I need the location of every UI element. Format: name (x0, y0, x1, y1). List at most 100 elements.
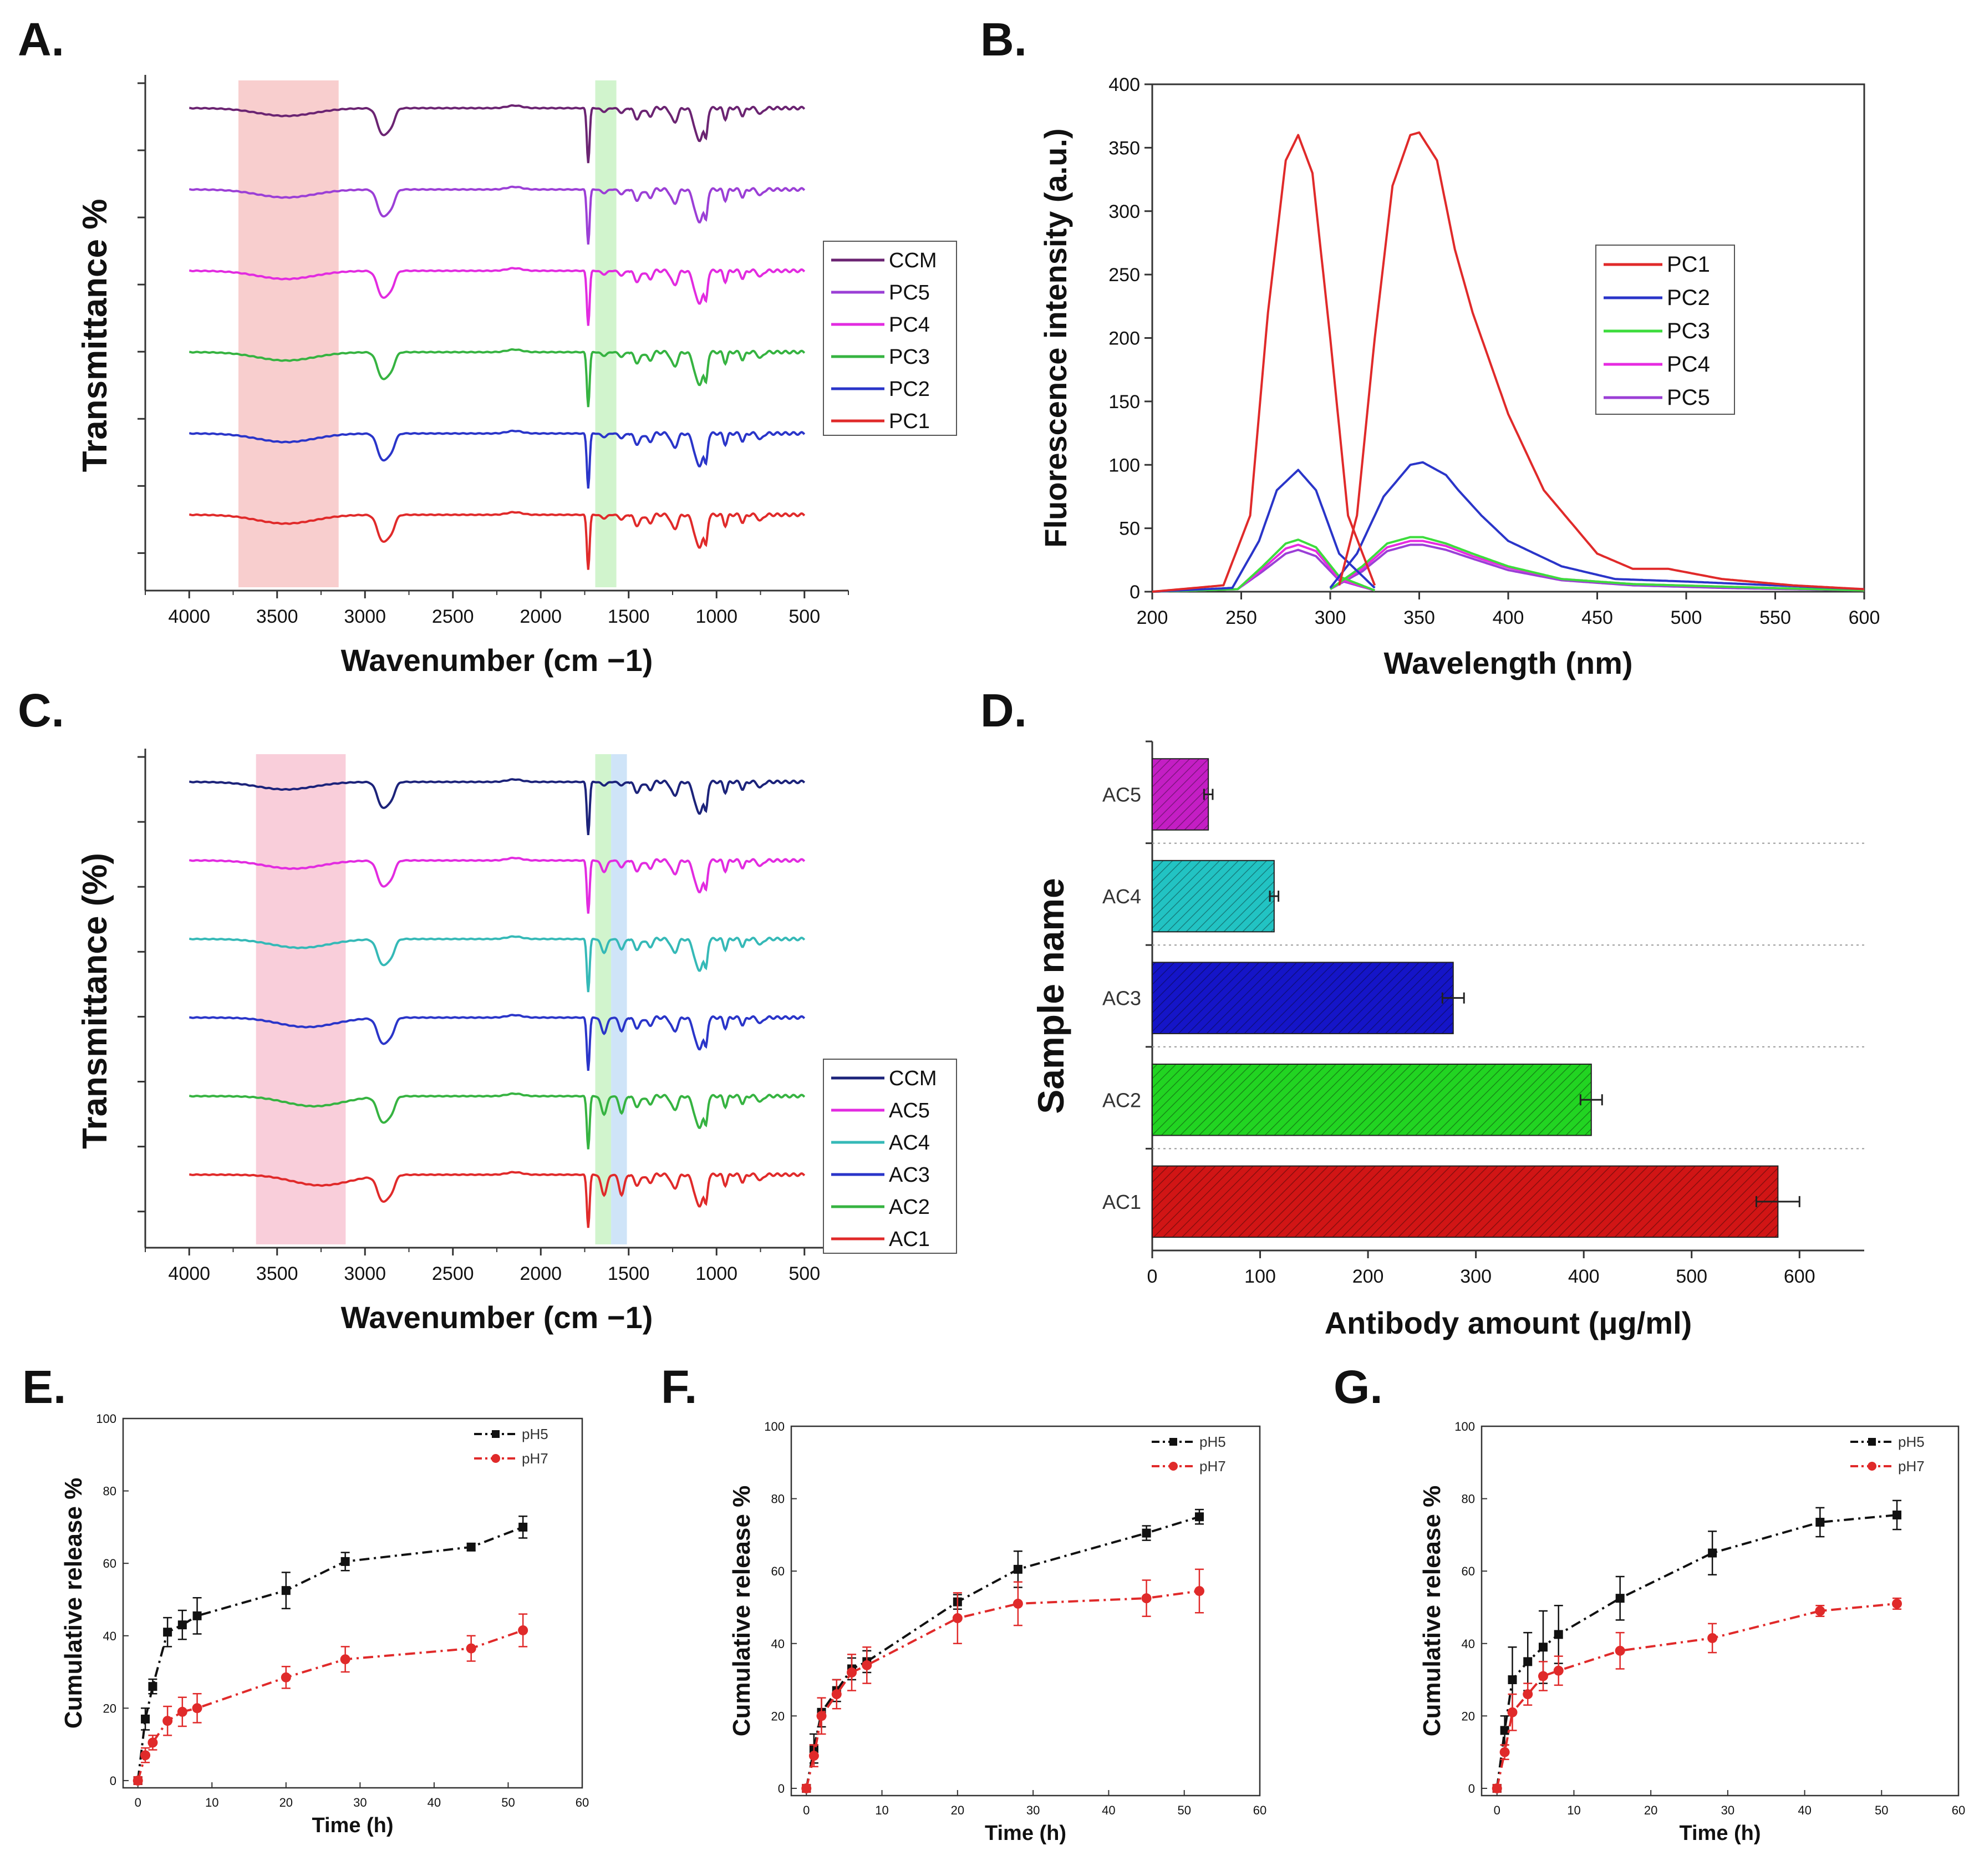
x-tick-label: 10 (1567, 1803, 1580, 1817)
x-axis-title: Time (h) (985, 1822, 1066, 1845)
legend-marker (491, 1454, 500, 1463)
x-tick-label: 0 (803, 1803, 810, 1817)
data-point (518, 1625, 528, 1635)
x-tick-label: 1000 (695, 1263, 737, 1284)
x-tick-label: 2500 (432, 606, 474, 627)
data-point (162, 1716, 173, 1726)
series-line-ac2 (189, 1092, 806, 1150)
x-tick-label: 400 (1493, 607, 1524, 628)
panel-letter: A. (18, 13, 64, 65)
series-line-ph5 (805, 1516, 1200, 1789)
data-point (1194, 1586, 1204, 1597)
panel-letter: G. (1334, 1361, 1383, 1413)
y-tick-label: 20 (103, 1701, 116, 1715)
y-tick-label: 200 (1108, 328, 1140, 349)
series-line-pc1 (189, 511, 806, 570)
y-tick-label: 80 (771, 1492, 785, 1506)
y-tick-label: 100 (1108, 455, 1140, 476)
legend-marker (1169, 1462, 1178, 1471)
panel-letter: E. (22, 1361, 66, 1413)
data-point (1508, 1675, 1517, 1685)
data-point (281, 1586, 291, 1595)
x-tick-label: 1500 (608, 1263, 650, 1284)
x-tick-label: 60 (1253, 1803, 1266, 1817)
data-point (1815, 1606, 1825, 1616)
y-tick-label: 50 (1119, 518, 1140, 540)
antibody-bar-panel: AC5 AC4 AC3 AC2 AC1 0 100 200 300 400 500 600 Antibo… (1030, 740, 1864, 1340)
y-tick-label: 60 (771, 1564, 785, 1578)
series-line-pc2 (189, 429, 806, 489)
y-axis-title: Transmittance (%) (76, 853, 114, 1149)
data-point (177, 1620, 187, 1630)
fluorescence-panel: 200 250 300 350 400 450 500 550 600 0 50 100 150 200 2… (1038, 74, 1880, 680)
series-line-ac5 (189, 856, 806, 914)
x-tick-label: 40 (1798, 1803, 1811, 1817)
y-tick-label: 60 (1462, 1564, 1475, 1578)
y-tick-label: 40 (103, 1629, 116, 1643)
legend-label: PC2 (1667, 286, 1710, 310)
data-point (177, 1706, 187, 1717)
data-point (340, 1654, 350, 1665)
y-axis-title: Cumulative release % (60, 1478, 87, 1728)
bar-ac2 (1152, 1064, 1592, 1136)
legend-label: PC3 (889, 345, 930, 369)
x-axis-title: Wavenumber (cm −1) (341, 643, 653, 678)
ftir-panel-c: 4000 3500 3000 2500 2000 1500 1000 500 CCM AC5 AC4… (76, 749, 957, 1335)
release-panel-f: 0 10 20 30 40 50 60 0 20 40 60 80 100 pH5 pH7 Time (h) C… (728, 1420, 1266, 1845)
data-point (801, 1783, 812, 1793)
legend-label: PC2 (889, 378, 930, 401)
data-point (1553, 1665, 1564, 1676)
x-tick-label: 350 (1403, 607, 1435, 628)
highlight-band (238, 80, 339, 587)
x-axis-title: Time (h) (312, 1814, 393, 1837)
x-tick-label: 100 (1244, 1266, 1276, 1287)
y-tick-label: 40 (1462, 1637, 1475, 1651)
x-tick-label: 60 (1952, 1803, 1965, 1817)
release-panel-e: 0 10 20 30 40 50 60 0 20 40 60 80 100 pH5 pH7 Time (h) C… (60, 1412, 589, 1837)
x-tick-label: 550 (1759, 607, 1791, 628)
category-label: AC5 (1102, 783, 1141, 806)
data-point (1538, 1671, 1548, 1681)
data-point (1500, 1726, 1509, 1735)
series-line-pc3 (189, 348, 806, 408)
series-line-ac1 (189, 1171, 806, 1228)
y-tick-label: 0 (1130, 582, 1140, 603)
legend-marker (492, 1430, 500, 1438)
series-line-ac3 (189, 1014, 806, 1071)
y-tick-label: 80 (1462, 1492, 1475, 1506)
data-point (952, 1613, 963, 1624)
legend-label: PC1 (1667, 252, 1710, 277)
data-point (1707, 1633, 1718, 1643)
legend-label: pH5 (1898, 1433, 1925, 1450)
data-point (141, 1714, 150, 1724)
x-tick-label: 50 (1177, 1803, 1191, 1817)
data-point (133, 1775, 143, 1786)
series-line-pc4 (189, 267, 806, 326)
panel-letter: F. (661, 1361, 697, 1413)
legend-label: pH7 (522, 1450, 548, 1467)
data-point (808, 1751, 819, 1761)
data-point (1892, 1598, 1902, 1609)
data-point (1615, 1645, 1625, 1656)
y-tick-label: 100 (96, 1412, 116, 1426)
x-tick-label: 4000 (168, 606, 210, 627)
data-point (518, 1522, 528, 1532)
x-tick-label: 40 (1102, 1803, 1115, 1817)
x-tick-label: 30 (1026, 1803, 1040, 1817)
x-tick-label: 200 (1137, 607, 1168, 628)
data-point (1523, 1689, 1533, 1700)
x-tick-label: 20 (279, 1796, 293, 1809)
x-tick-label: 200 (1352, 1266, 1384, 1287)
category-label: AC4 (1102, 885, 1141, 908)
data-point (340, 1557, 350, 1566)
y-tick-label: 100 (764, 1420, 785, 1433)
legend-label: AC4 (889, 1131, 930, 1155)
data-point (1523, 1657, 1533, 1666)
x-tick-label: 500 (1671, 607, 1702, 628)
legend-marker (1169, 1438, 1177, 1446)
panel-letter: C. (18, 684, 64, 736)
data-point (466, 1542, 476, 1552)
y-axis-title: Cumulative release % (728, 1486, 755, 1736)
y-axis-title: Transmittance % (76, 199, 114, 472)
legend-label: AC5 (889, 1099, 930, 1122)
